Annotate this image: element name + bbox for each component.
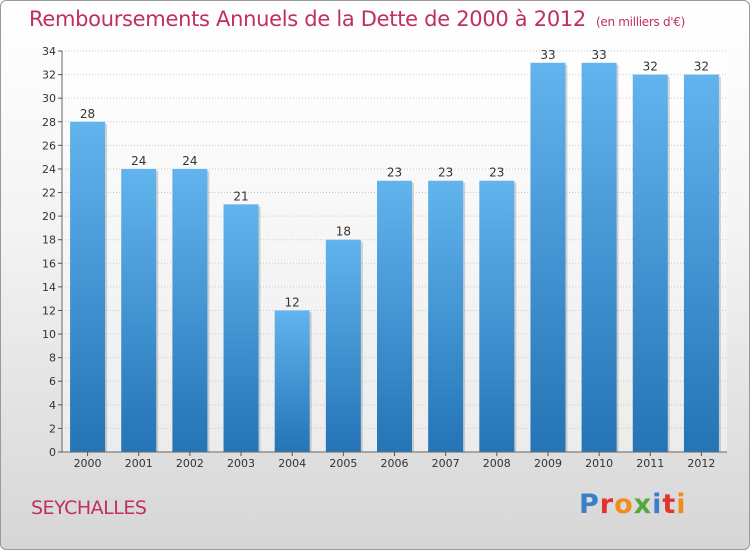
y-tick-label: 12 xyxy=(42,304,56,317)
x-tick-label: 2005 xyxy=(329,457,357,470)
y-tick-label: 32 xyxy=(42,69,56,82)
logo-letter: r xyxy=(599,489,615,520)
y-tick-label: 26 xyxy=(42,139,56,152)
bar-2000 xyxy=(70,121,106,452)
data-label: 33 xyxy=(591,48,606,62)
x-tick-label: 2008 xyxy=(483,457,511,470)
logo-letter: P xyxy=(579,489,600,520)
chart-subtitle: (en milliers d'€) xyxy=(596,15,686,29)
bar-2011 xyxy=(632,74,668,453)
data-labels: 28 24 24 21 12 18 23 23 23 33 33 32 32 xyxy=(80,48,709,310)
data-label: 24 xyxy=(131,154,146,168)
logo-letter: o xyxy=(614,489,634,520)
bar-2008 xyxy=(479,180,515,452)
logo-letter: x xyxy=(633,489,653,520)
y-tick-label: 6 xyxy=(49,375,56,388)
x-tick-label: 2012 xyxy=(687,457,715,470)
data-label: 32 xyxy=(643,60,658,74)
y-tick-label: 18 xyxy=(42,234,56,247)
bar-2002 xyxy=(172,168,208,453)
data-label: 23 xyxy=(489,166,504,180)
x-tick-label: 2004 xyxy=(278,457,306,470)
x-tick-label: 2001 xyxy=(125,457,153,470)
logo-letter: t xyxy=(662,489,677,520)
x-tick-label: 2009 xyxy=(534,457,562,470)
commune-name: SEYCHALLES xyxy=(31,497,147,519)
y-tick-label: 4 xyxy=(49,399,56,412)
y-tick-label: 16 xyxy=(42,257,56,270)
bar-2010 xyxy=(581,62,617,452)
bar-2005 xyxy=(325,239,361,452)
bars xyxy=(70,62,721,453)
y-tick-label: 14 xyxy=(42,281,56,294)
data-label: 23 xyxy=(387,166,402,180)
data-label: 18 xyxy=(336,225,351,239)
logo-letter: i xyxy=(676,489,687,520)
y-tick-label: 34 xyxy=(42,45,56,58)
y-tick-label: 28 xyxy=(42,116,56,129)
x-tick-labels: 2000 2001 2002 2003 2004 2005 2006 2007 2008 2009… xyxy=(74,457,716,470)
y-tick-label: 22 xyxy=(42,187,56,200)
data-label: 32 xyxy=(694,60,709,74)
data-label: 21 xyxy=(233,189,248,203)
data-label: 33 xyxy=(540,48,555,62)
y-tick-label: 30 xyxy=(42,92,56,105)
data-label: 24 xyxy=(182,154,197,168)
chart-title: Remboursements Annuels de la Dette de 20… xyxy=(29,7,685,31)
data-label: 28 xyxy=(80,107,95,121)
bar-2009 xyxy=(530,62,566,452)
y-tick-label: 10 xyxy=(42,328,56,341)
bar-2012 xyxy=(683,74,719,453)
bar-2006 xyxy=(377,180,412,452)
y-tick-label: 24 xyxy=(42,163,56,176)
bar-2004 xyxy=(274,310,310,452)
proxiti-logo: Proxiti xyxy=(579,489,687,520)
y-tick-label: 2 xyxy=(49,422,56,435)
x-tick-label: 2000 xyxy=(74,457,102,470)
x-tick-label: 2002 xyxy=(176,457,204,470)
x-tick-label: 2010 xyxy=(585,457,613,470)
x-tick-label: 2006 xyxy=(381,457,409,470)
axes xyxy=(58,50,727,456)
data-label: 12 xyxy=(285,295,300,309)
y-tick-label: 0 xyxy=(49,446,56,459)
y-tick-label: 20 xyxy=(42,210,56,223)
x-tick-label: 2011 xyxy=(636,457,664,470)
chart-title-text: Remboursements Annuels de la Dette de 20… xyxy=(29,7,586,31)
y-tick-label: 8 xyxy=(49,352,56,365)
x-tick-label: 2007 xyxy=(432,457,460,470)
logo-letter: i xyxy=(652,489,663,520)
data-label: 23 xyxy=(438,166,453,180)
x-tick-label: 2003 xyxy=(227,457,255,470)
bar-2003 xyxy=(223,204,259,452)
bar-2007 xyxy=(428,180,464,452)
bar-2001 xyxy=(121,168,157,453)
